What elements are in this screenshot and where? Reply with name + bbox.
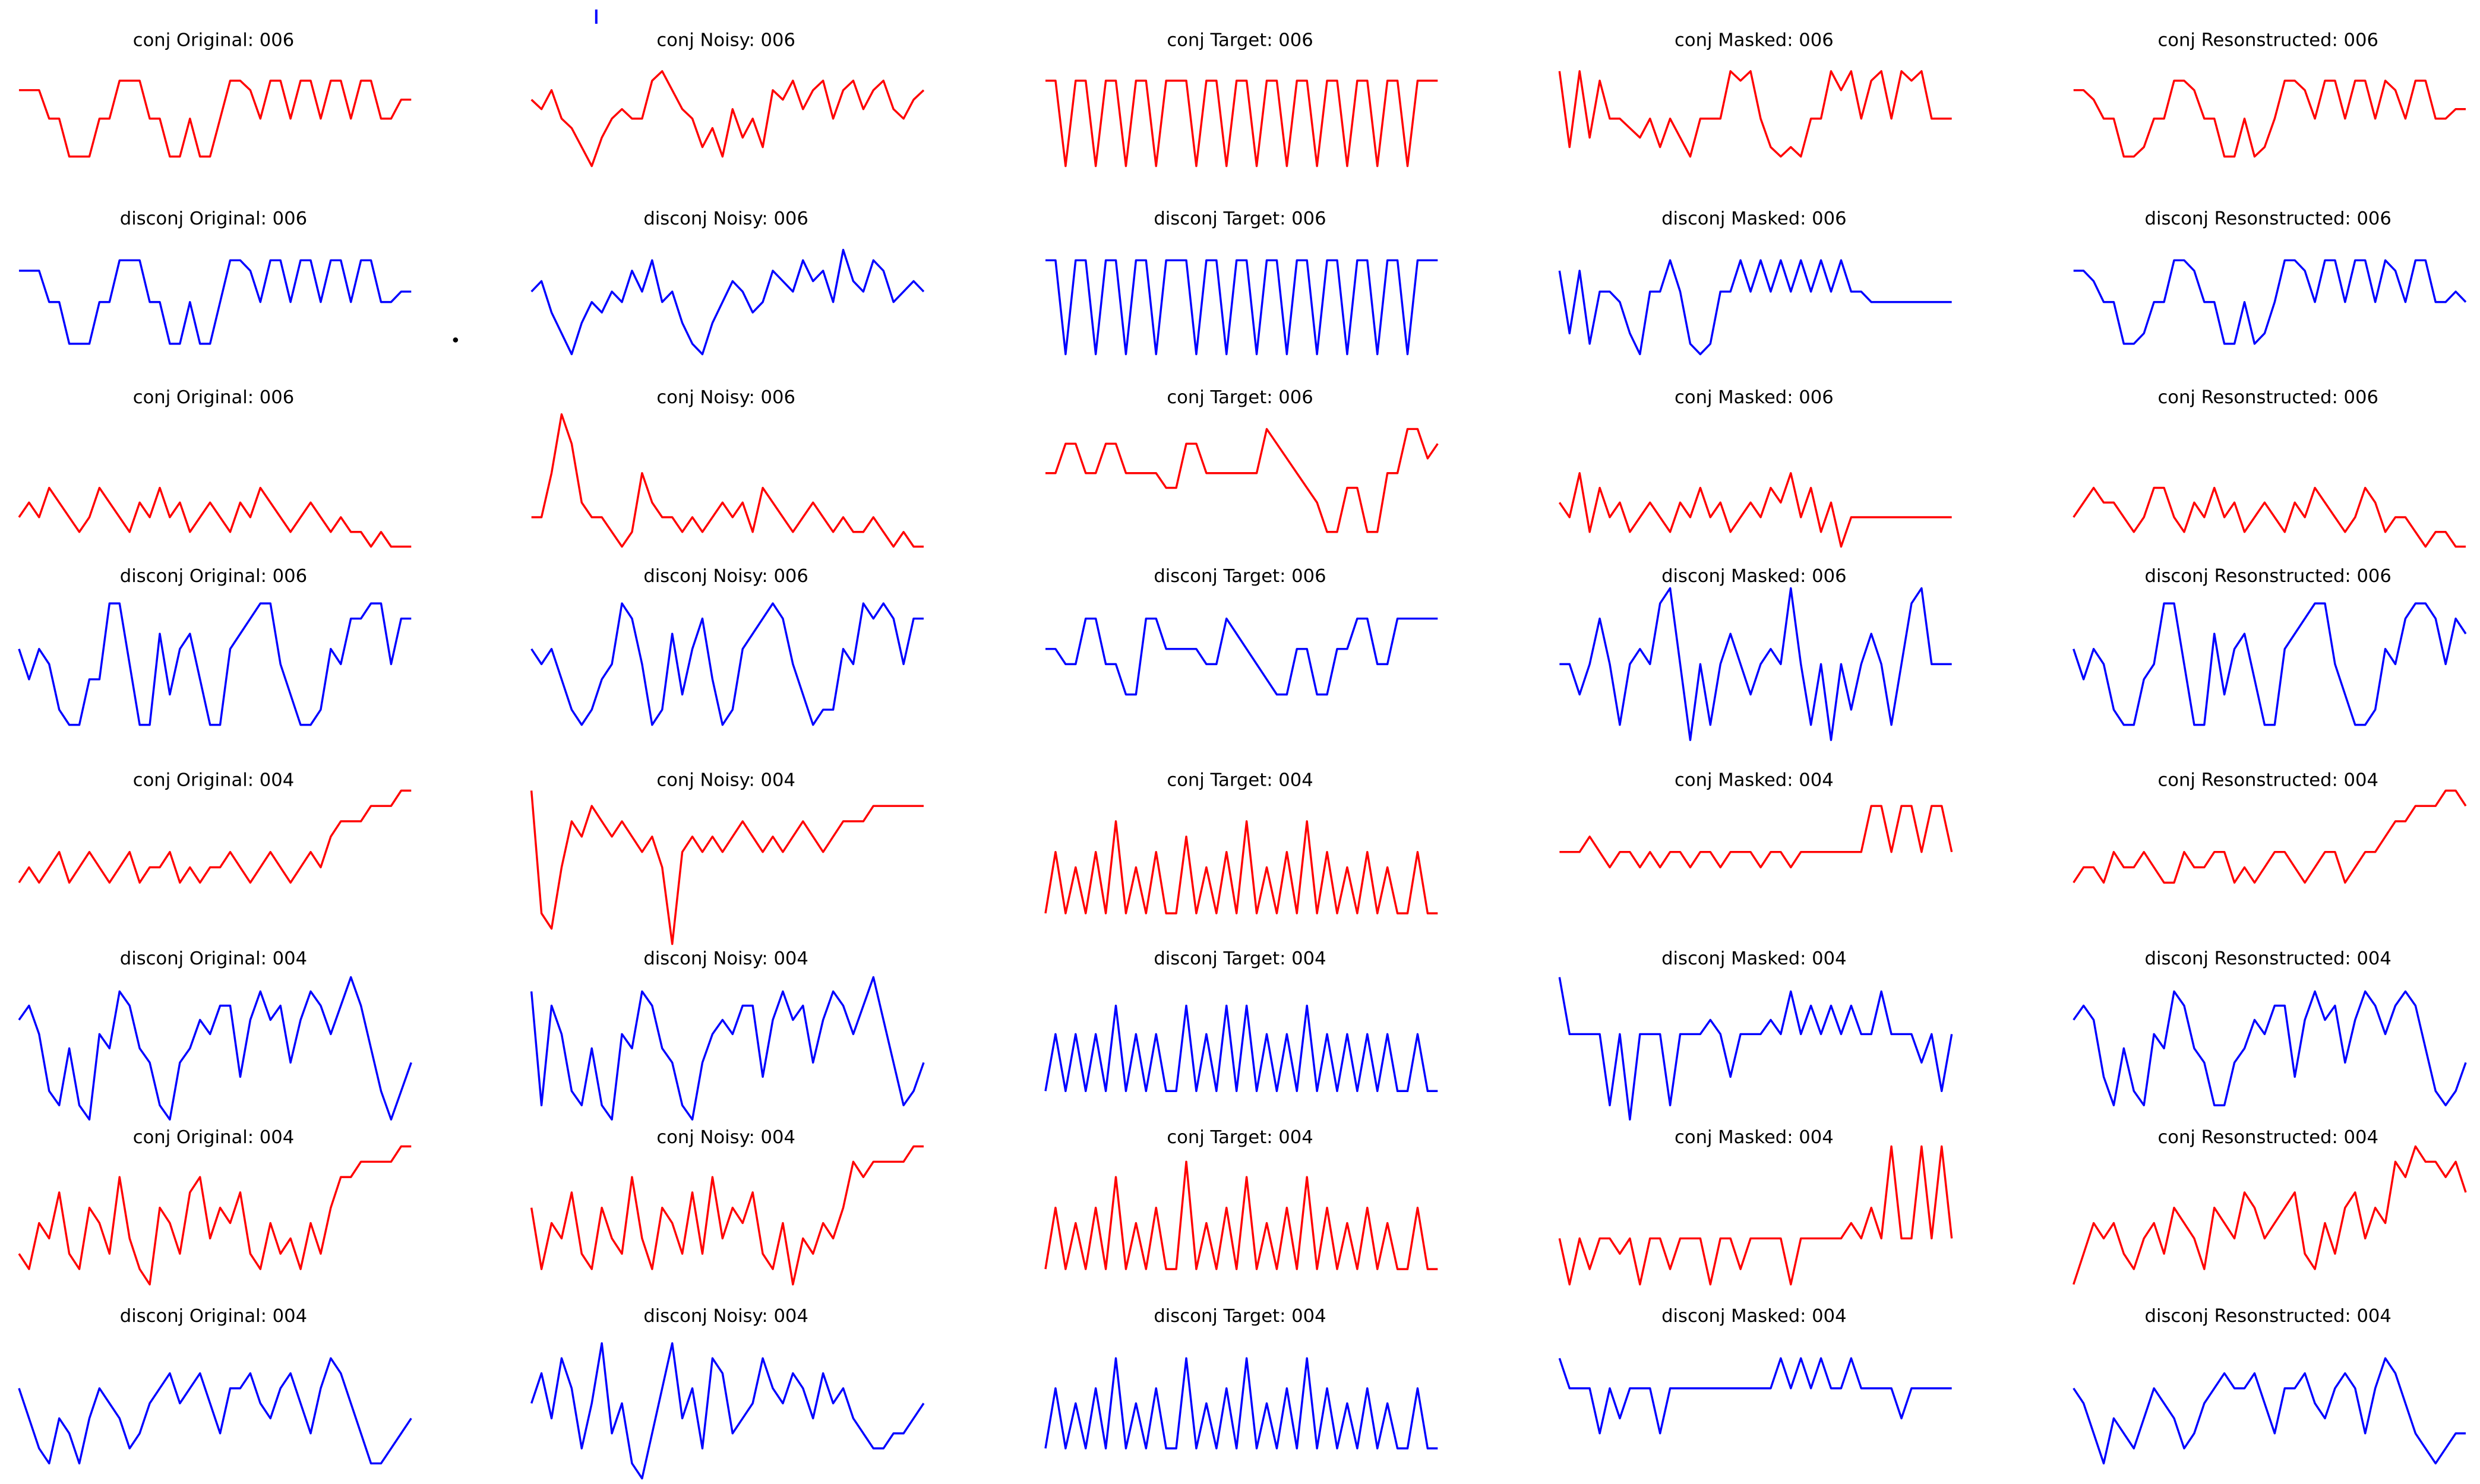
subplot-title: conj Original: 004 [133,770,294,790]
subplot-title: conj Masked: 004 [1675,770,1834,790]
subplot-title: disconj Target: 006 [1154,566,1326,587]
subplot-title: disconj Resonstructed: 006 [2145,566,2391,587]
subplot-title: conj Target: 006 [1167,30,1313,50]
signal-line [530,602,924,726]
subplot-title: disconj Resonstructed: 004 [2145,948,2391,969]
signal-line [1558,472,1952,548]
signal-line [2073,1145,2467,1285]
subplot-title: conj Original: 006 [133,387,294,408]
signal-line [530,790,924,945]
subplot-title: conj Noisy: 004 [656,770,795,790]
signal-line [2073,80,2466,158]
signal-line [530,249,925,356]
signal-line [1045,80,1438,167]
subplot-title: conj Masked: 006 [1675,30,1834,50]
subplot-title: disconj Target: 004 [1154,1306,1326,1327]
signal-line [18,1145,412,1286]
signal-line [18,976,412,1121]
signal-line [1559,587,1952,741]
subplot-title: conj Target: 004 [1167,1127,1313,1148]
subplot-title: disconj Masked: 004 [1661,1306,1847,1327]
subplot-title: disconj Original: 006 [120,208,307,229]
subplot-title: disconj Target: 004 [1154,948,1326,969]
subplot-title: disconj Masked: 006 [1661,208,1847,229]
subplot-title: conj Resonstructed: 006 [2157,387,2378,408]
subplot-title: disconj Target: 006 [1154,208,1326,229]
signal-line [1044,820,1438,915]
signal-line [1044,1357,1438,1450]
signal-line [18,1357,412,1465]
subplot-title: disconj Original: 004 [120,948,307,969]
signal-line [531,413,924,548]
signal-line [2073,990,2467,1106]
subplot-title: disconj Masked: 006 [1661,566,1847,587]
signal-line [18,259,412,345]
subplot-title: conj Noisy: 004 [656,1127,795,1148]
subplot-title: conj Noisy: 006 [656,30,795,50]
subplot-title: disconj Noisy: 004 [643,948,808,969]
signal-line [2073,486,2466,548]
signal-line [530,976,925,1121]
signal-line [1559,805,1953,869]
signal-line [18,789,412,884]
signal-line [530,1342,925,1480]
signal-line [1044,1004,1438,1093]
signal-line [18,602,412,726]
subplot-title: disconj Noisy: 006 [643,208,808,229]
subplot-title: conj Resonstructed: 006 [2157,30,2378,50]
signal-line [2073,259,2467,345]
stray-dot [453,337,459,343]
subplot-title: conj Noisy: 006 [656,387,795,408]
subplot-title: conj Target: 004 [1167,770,1313,790]
signal-line [2073,1357,2466,1465]
subplot-title: disconj Original: 006 [120,566,307,587]
signal-line [2073,789,2467,884]
subplot-title: conj Original: 004 [133,1127,294,1148]
subplot-title: disconj Noisy: 004 [643,1306,808,1327]
signal-line [1558,259,1952,356]
signal-line [18,80,412,158]
subplot-title: disconj Original: 004 [120,1306,307,1327]
subplot-title: disconj Resonstructed: 004 [2145,1306,2391,1327]
signal-line [2073,602,2467,726]
subplot-title: disconj Resonstructed: 006 [2145,208,2391,229]
signal-line [530,1145,924,1286]
signal-line [1044,1160,1438,1270]
signal-line [1558,1357,1952,1435]
subplot-title: conj Target: 006 [1167,387,1313,408]
signal-line [1558,1145,1953,1286]
subplot-title: conj Original: 006 [133,30,294,50]
signal-line [1045,259,1438,356]
signal-line [530,70,925,167]
signal-line [18,486,412,548]
signal-line [1558,977,1953,1121]
subplot-title: disconj Noisy: 006 [643,566,808,587]
signal-line [1045,428,1439,533]
subplot-title: conj Masked: 006 [1675,387,1834,408]
subplot-title: disconj Masked: 004 [1661,948,1847,969]
subplot-title: conj Resonstructed: 004 [2157,770,2378,790]
subplot-title: conj Resonstructed: 004 [2157,1127,2378,1148]
signal-line [1045,617,1438,696]
signal-line [1558,70,1952,158]
subplot-title: conj Masked: 004 [1675,1127,1834,1148]
